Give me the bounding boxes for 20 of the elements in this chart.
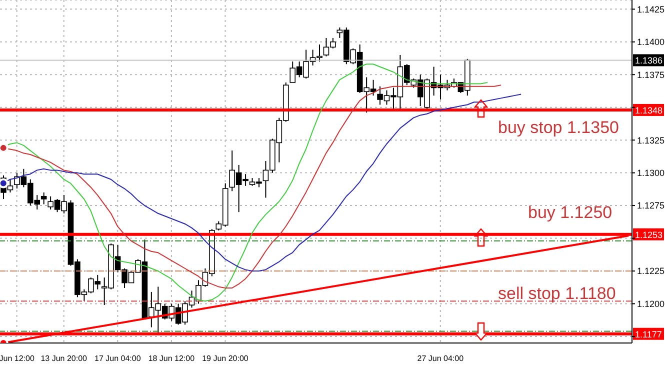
y-tick-label: 1.1325 xyxy=(637,135,665,146)
y-tick-label: 1.1300 xyxy=(637,168,665,178)
annotation: buy 1.1250 xyxy=(528,203,612,223)
ref-line-label: 1.1348 xyxy=(635,105,663,116)
x-tick-label: 19 Jun 20:00 xyxy=(202,354,249,363)
y-tick-label: 1.1225 xyxy=(637,266,665,276)
ref-line-label: 1.1253 xyxy=(635,230,663,240)
x-tick-label: 13 Jun 20:00 xyxy=(40,354,88,363)
y-tick-label: 1.1400 xyxy=(637,37,665,48)
y-tick-label: 1.1275 xyxy=(637,200,665,211)
ref-line-label: 1.1177 xyxy=(635,329,662,340)
y-tick-label: 1.1375 xyxy=(637,70,665,80)
y-tick-label: 1.1425 xyxy=(637,4,665,14)
annotation: buy stop 1.1350 xyxy=(498,118,619,138)
annotation: sell stop 1.1180 xyxy=(498,284,616,304)
x-tick-label: 18 Jun 12:00 xyxy=(148,354,196,363)
y-tick-label: 1.1200 xyxy=(637,298,665,309)
x-tick-label: 27 Jun 04:00 xyxy=(417,354,464,363)
x-tick-label: 17 Jun 04:00 xyxy=(94,354,142,363)
ref-line-label: 1.1386 xyxy=(635,56,663,66)
